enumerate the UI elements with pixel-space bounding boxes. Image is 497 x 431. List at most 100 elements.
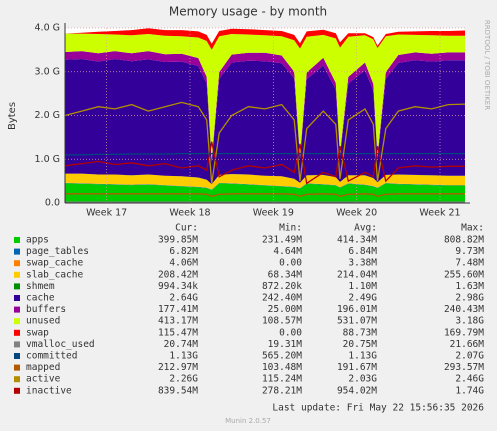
stat-value: 2.49G [348,293,377,304]
stat-header: Cur: [175,223,198,234]
stat-value: 565.20M [262,351,302,362]
legend-swatch [14,387,20,394]
stat-value: 6.84M [348,246,377,257]
stat-value: 278.21M [262,385,302,396]
stat-value: 0.00 [279,327,302,338]
stat-value: 2.26G [169,374,198,385]
stat-value: 88.73M [343,327,378,338]
stat-value: 994.34k [158,281,198,292]
area [65,173,465,190]
stat-value: 1.74G [455,385,484,396]
stat-value: 9.73M [455,246,484,257]
x-tick-label: Week 20 [336,208,377,219]
x-tick-label: Week 17 [86,208,127,219]
stat-value: 413.17M [158,316,198,327]
stat-value: 214.04M [337,269,377,280]
stat-value: 3.18G [455,316,484,327]
y-axis-label: Bytes [7,102,18,130]
y-tick-label: 0.0 [45,198,60,209]
stat-value: 240.43M [444,304,484,315]
stat-value: 2.07G [455,351,484,362]
stat-value: 839.54M [158,385,198,396]
stat-value: 872.20k [262,281,302,292]
legend-label: cache [26,293,55,304]
side-text: RRDTOOL / TOBI OETIKER [483,20,491,110]
stat-value: 1.63M [455,281,484,292]
stat-value: 231.49M [262,235,302,246]
stat-value: 169.79M [444,327,484,338]
y-tick-label: 2.0 G [35,110,61,121]
legend-label: mapped [26,362,60,373]
legend-label: buffers [26,304,66,315]
legend-swatch [14,353,20,359]
y-tick-label: 1.0 G [35,154,61,165]
legend-swatch [14,295,20,301]
stat-value: 196.01M [337,304,377,315]
legend-label: slab_cache [26,269,83,280]
stat-value: 25.00M [268,304,303,315]
stat-value: 2.98G [455,293,484,304]
legend-swatch [14,341,20,348]
x-tick-label: Week 18 [169,208,210,219]
line [64,101,466,184]
stat-value: 20.75M [343,339,378,350]
stat-value: 21.66M [450,339,485,350]
chart-title: Memory usage - by month [169,5,327,19]
legend-label: vmalloc_used [26,339,95,350]
line [64,141,465,185]
stat-value: 6.82M [169,246,198,257]
stat-value: 212.97M [158,362,198,373]
stat-value: 3.38M [348,258,377,269]
area [65,33,465,160]
y-tick-label: 3.0 G [35,66,61,77]
line [65,193,465,198]
stat-value: 1.13G [169,351,198,362]
stat-value: 954.02M [337,385,377,396]
area [65,59,465,185]
stat-value: 531.07M [337,316,377,327]
legend-label: swap [26,327,49,338]
legend-label: unused [26,316,60,327]
legend-label: inactive [26,385,72,396]
stat-header: Min: [279,223,302,234]
legend-swatch [14,260,20,267]
stat-value: 115.47M [158,327,198,338]
legend-label: active [26,374,61,385]
last-update: Last update: Fri May 22 15:56:35 2026 [272,403,484,414]
stat-value: 191.67M [337,362,377,373]
legend-label: committed [26,351,77,362]
stat-value: 7.48M [455,258,484,269]
stat-value: 2.64G [169,293,198,304]
legend-label: apps [26,235,49,246]
stat-value: 1.13G [348,351,377,362]
stat-value: 808.82M [444,235,484,246]
stat-header: Max: [461,223,484,234]
legend-swatch [14,364,20,371]
area [65,183,465,203]
stat-value: 68.34M [268,269,303,280]
line [65,152,465,156]
stat-value: 1.10M [348,281,377,292]
legend-label: page_tables [26,246,89,257]
stat-value: 19.31M [268,339,303,350]
legend-swatch [14,237,20,243]
stat-value: 208.42M [158,269,198,280]
stat-value: 2.03G [348,374,377,385]
area [65,28,465,50]
stat-value: 108.57M [262,316,302,327]
stat-value: 20.74M [164,339,199,350]
stat-value: 414.34M [337,235,377,246]
x-tick-label: Week 19 [253,208,294,219]
legend-swatch [14,306,20,313]
stat-value: 242.40M [262,293,302,304]
y-tick-label: 4.0 G [35,23,61,34]
stat-value: 4.64M [273,246,302,257]
legend-swatch [14,283,20,290]
legend-swatch [14,376,20,383]
legend-label: swap_cache [26,258,83,269]
stat-value: 2.46G [455,374,484,385]
stat-value: 115.24M [262,374,302,385]
legend-swatch [14,271,20,278]
